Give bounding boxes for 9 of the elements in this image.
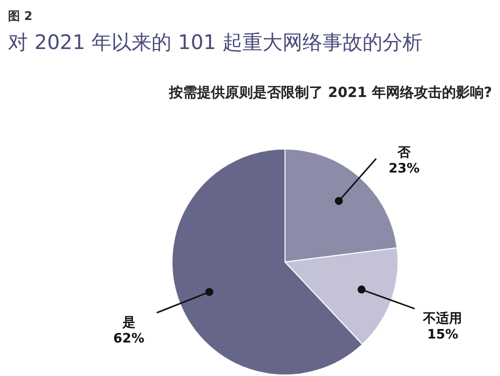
- chart-title: 对 2021 年以来的 101 起重大网络事故的分析: [8, 30, 423, 54]
- data-label: 23%: [388, 162, 420, 177]
- data-label: 15%: [427, 328, 458, 343]
- slice-label: 是: [121, 316, 136, 331]
- chart-subtitle: 按需提供原则是否限制了 2021 年网络攻击的影响?: [168, 85, 492, 101]
- caption: 图 2: [8, 9, 33, 23]
- slice-label: 否: [396, 146, 412, 161]
- slice-label: 不适用: [422, 310, 462, 327]
- data-label: 62%: [113, 332, 144, 347]
